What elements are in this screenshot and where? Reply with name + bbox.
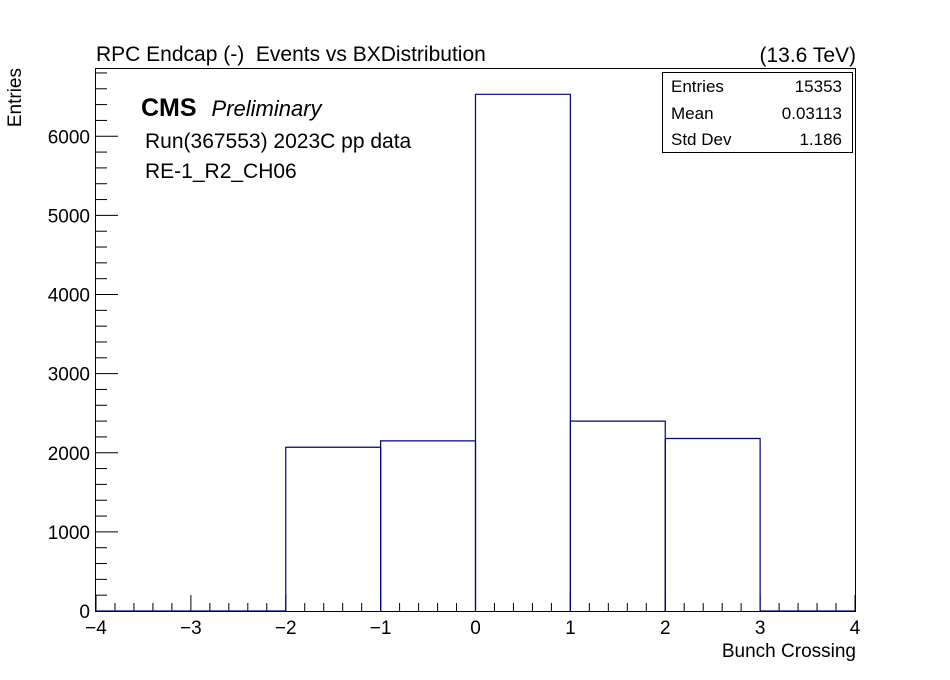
x-tick-label: −4 [85,618,107,639]
stats-key-entries: Entries [671,77,724,96]
stats-value-entries: 15353 [795,77,842,96]
chamber-label: RE-1_R2_CH06 [145,160,297,183]
stats-value-mean: 0.03113 [782,104,842,123]
x-axis-title: Bunch Crossing [722,641,856,662]
histogram-bin [664,437,761,611]
x-tick-label: 4 [850,618,861,639]
stats-box: Entries 15353 Mean 0.03113 Std Dev 1.186 [662,72,853,153]
y-tick-label: 3000 [48,365,90,386]
energy-label: (13.6 TeV) [760,44,857,67]
x-tick-labels: −4 −3 −2 −1 0 1 2 3 4 [85,618,861,639]
plot-frame [95,68,856,612]
histogram-bin [474,93,571,611]
y-tick-label: 5000 [48,206,90,227]
stats-key-mean: Mean [671,104,714,123]
axis-ticks [95,72,856,612]
histogram-bins [96,93,855,612]
y-tick-label: 6000 [48,127,90,148]
preliminary-text: Preliminary [212,96,324,121]
chart-title: RPC Endcap (-) Events vs BXDistribution [96,43,486,66]
cms-text: CMS [141,94,197,122]
stats-box-frame [662,72,853,153]
stats-value-stddev: 1.186 [799,130,842,149]
x-tick-label: −2 [275,618,297,639]
run-label: Run(367553) 2023C pp data [145,130,412,153]
y-tick-label: 0 [79,602,90,623]
y-tick-label: 1000 [48,523,90,544]
stats-key-stddev: Std Dev [671,130,732,149]
y-tick-label: 4000 [48,286,90,307]
x-tick-label: 2 [660,618,671,639]
x-tick-label: 3 [755,618,766,639]
histogram-bin [380,440,477,611]
y-tick-labels: 0 1000 2000 3000 4000 5000 6000 [48,127,90,623]
x-tick-label: −1 [370,618,392,639]
histogram-bin [285,446,382,611]
x-tick-label: 0 [470,618,481,639]
cms-label: CMS Preliminary [141,94,324,122]
x-tick-label: −3 [180,618,202,639]
y-axis-title: Entries [5,68,26,127]
x-tick-label: 1 [565,618,576,639]
y-tick-label: 2000 [48,444,90,465]
histogram-bin [569,420,666,611]
